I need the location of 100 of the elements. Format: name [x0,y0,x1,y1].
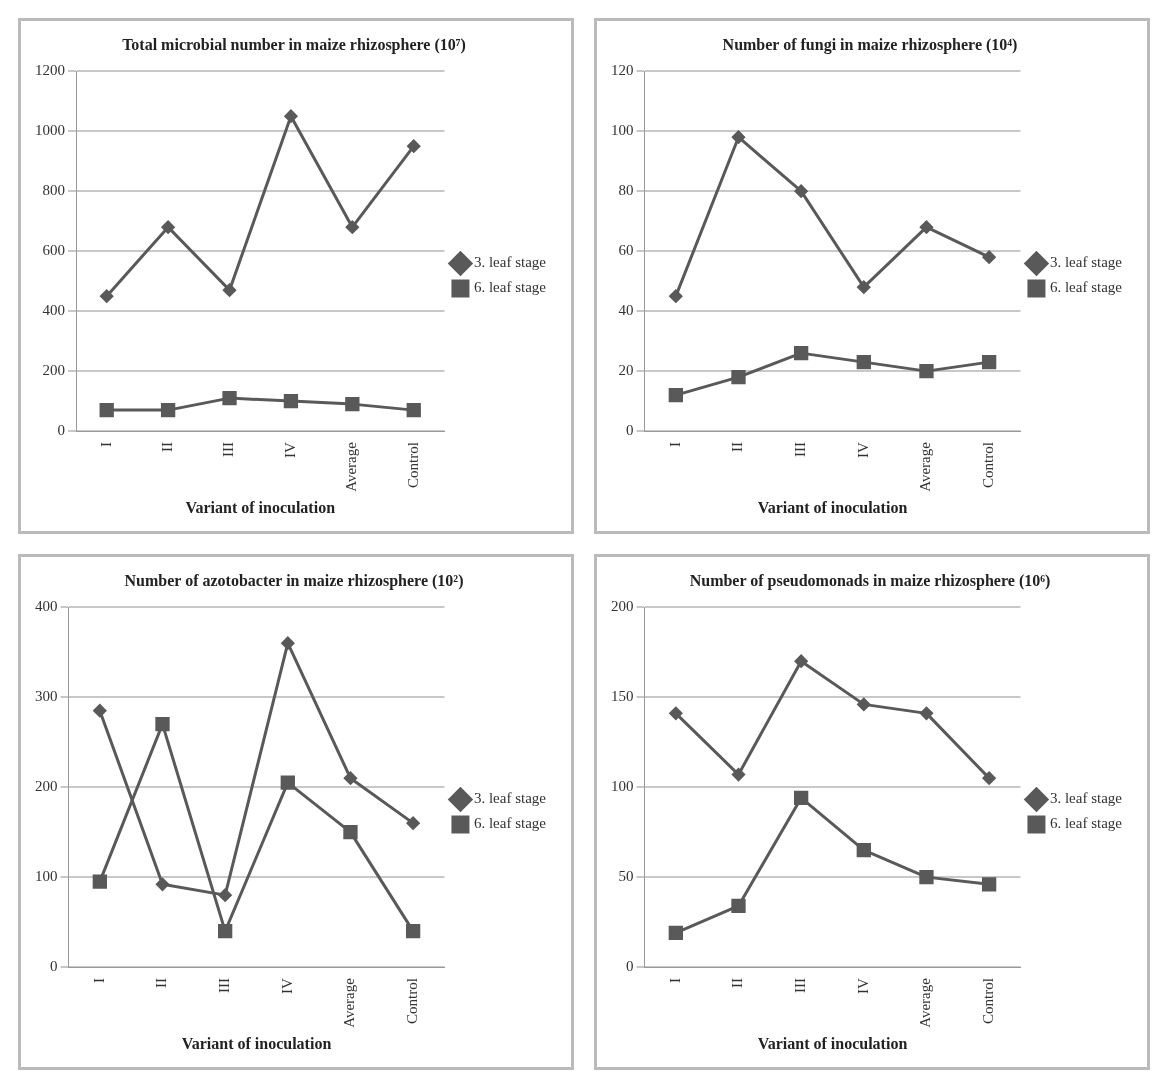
x-tick-label: Control [980,442,997,488]
point [155,717,170,732]
point [222,390,237,406]
x-axis-title: Variant of inoculation [181,1034,332,1052]
point [343,771,357,785]
point [668,387,683,403]
x-tick-label: Control [404,978,421,1024]
y-tick-label: 0 [50,958,58,975]
legend-label: 6. leaf stage [1049,279,1123,296]
y-tick-label: 0 [57,422,65,439]
y-tick-label: 20 [618,362,634,379]
point [100,289,114,303]
legend-label: 3. leaf stage [1049,254,1123,271]
y-tick-label: 800 [42,182,65,199]
chart-title: Number of azotobacter in maize rhizosphere (10²) [124,571,464,590]
point [405,923,421,939]
legend-label: 6. leaf stage [1049,815,1123,832]
y-tick-label: 100 [611,778,634,795]
point [919,363,934,379]
x-tick-label: II [159,442,176,453]
point [155,877,169,891]
point [982,250,996,264]
point [345,396,360,412]
x-tick-label: I [666,978,683,984]
chart-title: Number of fungi in maize rhizosphere (10⁴) [722,35,1018,54]
x-tick-label: IV [854,441,871,458]
x-tick-label: Average [917,977,934,1028]
point [223,283,237,297]
point [731,130,745,144]
y-tick-label: 300 [35,688,58,705]
point [669,289,683,303]
x-tick-label: III [220,442,237,458]
point [406,816,420,830]
x-tick-label: Control [980,978,997,1024]
x-tick-label: II [153,978,170,989]
y-tick-label: 80 [618,182,634,199]
y-tick-label: 100 [611,122,634,139]
x-tick-label: II [729,978,746,989]
x-tick-label: IV [278,977,295,994]
y-tick-label: 50 [618,868,634,885]
x-axis-title: Variant of inoculation [757,498,908,516]
chart-title: Total microbial number in maize rhizosphere (10⁷) [122,35,466,54]
point [857,697,871,711]
legend-label: 6. leaf stage [473,815,547,832]
x-tick-label: III [792,978,809,994]
point [283,393,299,409]
chart-title: Number of pseudomonads in maize rhizosphere (10⁶) [689,571,1051,590]
point [793,345,809,361]
x-tick-label: II [729,442,746,453]
point [280,775,295,790]
point [284,109,298,123]
point [217,923,233,939]
point [919,706,933,720]
x-axis-title: Variant of inoculation [757,1034,908,1052]
point [93,704,107,718]
point [92,874,107,889]
x-tick-label: IV [854,977,871,994]
point [857,280,871,294]
y-tick-label: 0 [626,422,634,439]
y-tick-label: 200 [42,362,65,379]
x-tick-label: Average [343,441,360,492]
point [161,220,175,234]
y-tick-label: 120 [611,62,634,79]
y-tick-label: 1200 [35,62,65,79]
point [406,402,421,418]
x-tick-label: Control [404,442,421,488]
point [919,220,933,234]
point [407,139,421,153]
point [218,888,232,902]
x-tick-label: IV [281,441,298,458]
y-tick-label: 1000 [35,122,65,139]
point [99,402,114,418]
point [982,771,996,785]
y-tick-label: 400 [35,598,58,615]
point [981,354,997,370]
point [343,824,358,840]
point [919,869,934,885]
x-tick-label: Average [341,977,358,1028]
x-tick-label: I [97,442,114,448]
point [668,925,683,941]
x-tick-label: Average [917,441,934,492]
y-tick-label: 400 [42,302,65,319]
y-tick-label: 150 [611,688,634,705]
legend-label: 3. leaf stage [1049,790,1123,807]
x-tick-label: I [90,978,107,984]
point [856,842,871,858]
point [856,354,871,370]
point [345,220,359,234]
x-axis-title: Variant of inoculation [185,498,336,516]
point [731,898,746,914]
x-tick-label: I [666,442,683,448]
y-tick-label: 0 [626,958,634,975]
point [669,706,683,720]
point [981,877,997,892]
point [731,768,745,782]
point [793,790,809,806]
legend-label: 3. leaf stage [473,790,547,807]
y-tick-label: 40 [618,302,634,319]
y-tick-label: 100 [35,868,58,885]
x-tick-label: III [792,442,809,458]
